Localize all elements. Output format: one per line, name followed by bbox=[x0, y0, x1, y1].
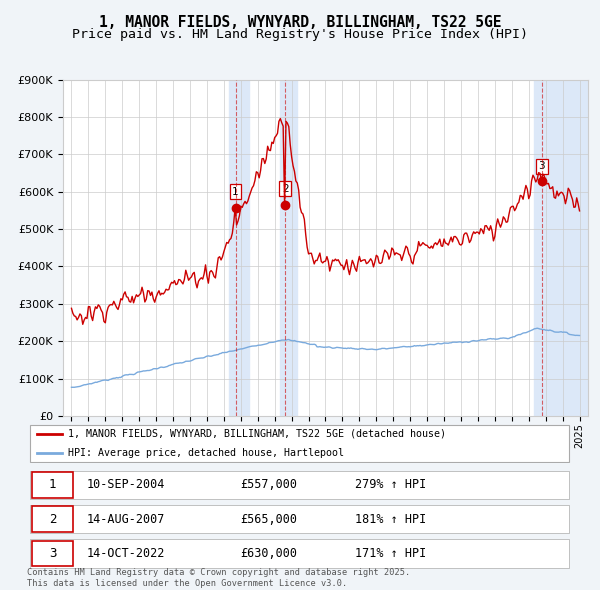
FancyBboxPatch shape bbox=[30, 539, 569, 568]
Text: £557,000: £557,000 bbox=[240, 478, 297, 491]
Text: £565,000: £565,000 bbox=[240, 513, 297, 526]
Text: 3: 3 bbox=[539, 161, 545, 171]
FancyBboxPatch shape bbox=[32, 540, 73, 566]
FancyBboxPatch shape bbox=[32, 472, 73, 498]
FancyBboxPatch shape bbox=[30, 505, 569, 533]
Text: £630,000: £630,000 bbox=[240, 547, 297, 560]
Text: 181% ↑ HPI: 181% ↑ HPI bbox=[355, 513, 426, 526]
Text: 2: 2 bbox=[282, 183, 289, 194]
FancyBboxPatch shape bbox=[32, 506, 73, 532]
Text: 1, MANOR FIELDS, WYNYARD, BILLINGHAM, TS22 5GE: 1, MANOR FIELDS, WYNYARD, BILLINGHAM, TS… bbox=[99, 15, 501, 30]
Text: 2: 2 bbox=[49, 513, 56, 526]
Text: 3: 3 bbox=[49, 547, 56, 560]
Text: HPI: Average price, detached house, Hartlepool: HPI: Average price, detached house, Hart… bbox=[68, 448, 344, 458]
Bar bbox=[280, 80, 297, 416]
Text: 1: 1 bbox=[49, 478, 56, 491]
Text: 1: 1 bbox=[232, 186, 239, 196]
Text: 1, MANOR FIELDS, WYNYARD, BILLINGHAM, TS22 5GE (detached house): 1, MANOR FIELDS, WYNYARD, BILLINGHAM, TS… bbox=[68, 429, 446, 439]
Text: 279% ↑ HPI: 279% ↑ HPI bbox=[355, 478, 426, 491]
Text: Contains HM Land Registry data © Crown copyright and database right 2025.
This d: Contains HM Land Registry data © Crown c… bbox=[27, 568, 410, 588]
Text: 14-AUG-2007: 14-AUG-2007 bbox=[87, 513, 166, 526]
Bar bbox=[229, 80, 249, 416]
FancyBboxPatch shape bbox=[30, 471, 569, 499]
FancyBboxPatch shape bbox=[30, 425, 569, 461]
Text: 171% ↑ HPI: 171% ↑ HPI bbox=[355, 547, 426, 560]
Text: 14-OCT-2022: 14-OCT-2022 bbox=[87, 547, 166, 560]
Bar bbox=[534, 80, 588, 416]
Text: Price paid vs. HM Land Registry's House Price Index (HPI): Price paid vs. HM Land Registry's House … bbox=[72, 28, 528, 41]
Text: 10-SEP-2004: 10-SEP-2004 bbox=[87, 478, 166, 491]
